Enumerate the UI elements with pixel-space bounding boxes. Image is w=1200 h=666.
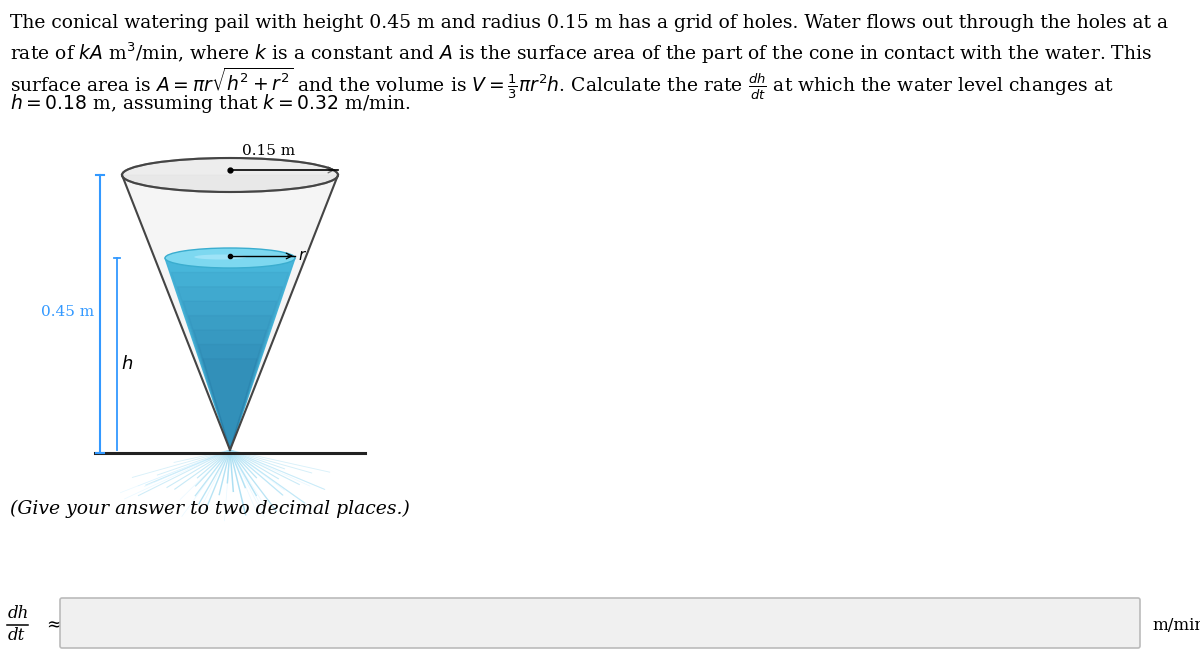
- Polygon shape: [166, 258, 295, 450]
- Text: $r$: $r$: [298, 249, 307, 263]
- Polygon shape: [166, 258, 295, 450]
- Ellipse shape: [194, 254, 246, 260]
- Polygon shape: [188, 316, 271, 450]
- Polygon shape: [198, 344, 262, 450]
- Text: $h$: $h$: [121, 355, 133, 373]
- Text: dh: dh: [8, 605, 29, 622]
- Ellipse shape: [122, 158, 338, 192]
- Text: The conical watering pail with height 0.45 m and radius 0.15 m has a grid of hol: The conical watering pail with height 0.…: [10, 14, 1168, 32]
- Text: (Give your answer to two decimal places.): (Give your answer to two decimal places.…: [10, 500, 410, 518]
- Ellipse shape: [166, 248, 295, 268]
- Polygon shape: [172, 272, 289, 450]
- Polygon shape: [184, 301, 277, 450]
- Text: rate of $kA$ m$^3$/min, where $k$ is a constant and $A$ is the surface area of t: rate of $kA$ m$^3$/min, where $k$ is a c…: [10, 40, 1152, 65]
- Text: $h = 0.18$ m, assuming that $k = 0.32$ m/min.: $h = 0.18$ m, assuming that $k = 0.32$ m…: [10, 92, 410, 115]
- Text: surface area is $A = \pi r\sqrt{h^2 + r^2}$ and the volume is $V = \frac{1}{3}\p: surface area is $A = \pi r\sqrt{h^2 + r^…: [10, 66, 1114, 103]
- Polygon shape: [193, 330, 266, 450]
- Text: ≈: ≈: [46, 616, 61, 634]
- Text: dt: dt: [8, 627, 25, 644]
- Text: 0.15 m: 0.15 m: [242, 144, 295, 158]
- FancyBboxPatch shape: [60, 598, 1140, 648]
- Polygon shape: [178, 287, 283, 450]
- Text: 0.45 m: 0.45 m: [41, 306, 94, 320]
- Polygon shape: [122, 175, 338, 450]
- Polygon shape: [203, 359, 257, 450]
- Text: m/min: m/min: [1152, 617, 1200, 633]
